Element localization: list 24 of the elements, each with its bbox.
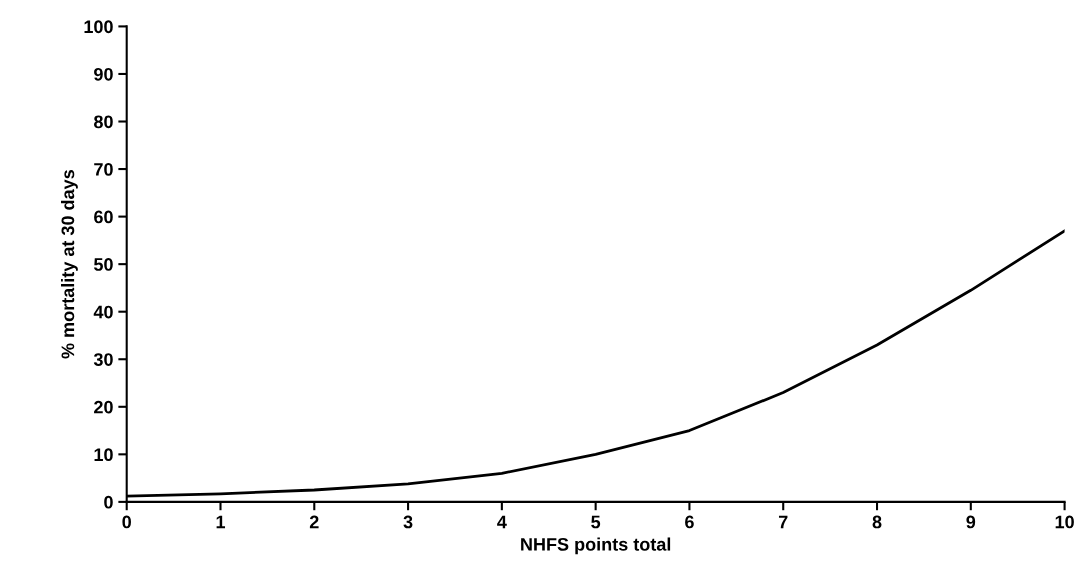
x-tick-label: 1 xyxy=(216,515,226,529)
y-axis-title: % mortality at 30 days xyxy=(61,170,78,359)
x-tick-label: 8 xyxy=(872,515,882,529)
y-tick-label: 90 xyxy=(94,67,113,81)
y-tick-label: 30 xyxy=(93,353,113,366)
y-tick-label: 60 xyxy=(94,210,113,224)
x-axis-title: NHFS points total xyxy=(521,537,671,555)
y-tick-label: 70 xyxy=(94,162,113,176)
x-tick-label: 0 xyxy=(122,515,131,529)
y-tick-label: 80 xyxy=(94,115,113,129)
y-tick-label: 40 xyxy=(93,305,113,319)
x-tick-label: 7 xyxy=(778,515,788,529)
x-tick-label: 10 xyxy=(1055,515,1074,529)
x-tick-label: 3 xyxy=(403,515,413,529)
y-tick-label: 50 xyxy=(93,258,113,271)
x-tick-label: 2 xyxy=(309,515,319,529)
y-tick-label: 20 xyxy=(94,400,113,414)
y-tick-label: 0 xyxy=(104,495,113,509)
x-tick-label: 9 xyxy=(966,515,976,529)
x-tick-label: 4 xyxy=(497,515,507,529)
x-tick-label: 5 xyxy=(591,515,601,529)
y-tick-label: 10 xyxy=(94,448,113,462)
x-tick-label: 6 xyxy=(685,515,694,529)
y-tick-label: 100 xyxy=(84,20,113,34)
